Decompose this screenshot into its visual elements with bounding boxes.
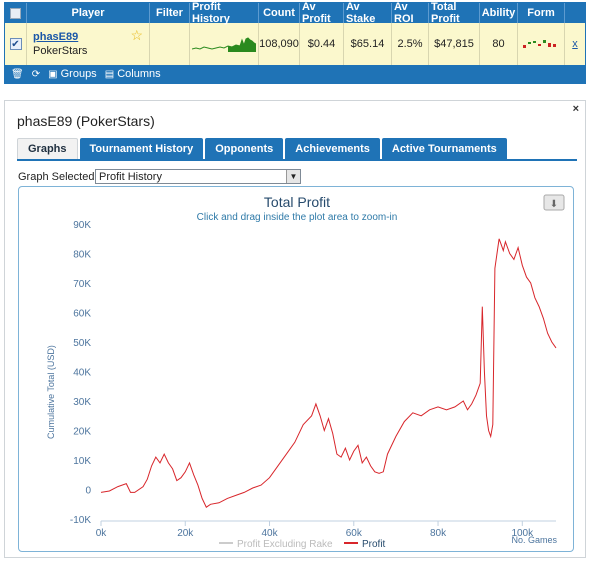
chart-container[interactable]: Total Profit Click and drag inside the p…: [18, 186, 574, 552]
close-icon[interactable]: ×: [572, 103, 579, 115]
x-tick-label: 20k: [177, 528, 194, 539]
player-network: PokerStars: [33, 45, 88, 57]
legend[interactable]: Profit Excluding Rake Profit: [219, 539, 386, 550]
x-tick-label: 0k: [96, 528, 108, 539]
col-form[interactable]: Form: [518, 3, 565, 23]
y-tick-label: 30K: [73, 397, 91, 408]
y-tick-label: 10K: [73, 456, 91, 467]
chart-title: Total Profit: [264, 194, 330, 210]
series-line-profit: [100, 238, 557, 508]
table-row: ✔ phasE89 PokerStars ☆ 108,090 $0.44 $65…: [5, 23, 585, 65]
y-tick-label: -10K: [70, 515, 91, 526]
player-name-link[interactable]: phasE89: [33, 31, 79, 43]
form-chart: [523, 40, 556, 48]
y-axis: -10K 0 10K 20K 30K 40K 50K 60K 70K 80K 90K: [70, 220, 92, 526]
tab-opponents[interactable]: Opponents: [205, 138, 284, 159]
cell-av-stake: $65.14: [344, 23, 392, 65]
col-ability[interactable]: Ability: [480, 3, 518, 23]
y-tick-label: 90K: [73, 220, 91, 231]
col-count[interactable]: Count: [259, 3, 300, 23]
tab-active-tournaments[interactable]: Active Tournaments: [381, 138, 507, 159]
cell-filter: [150, 23, 190, 65]
col-remove: [565, 3, 585, 23]
refresh-icon[interactable]: ⟳: [31, 68, 41, 80]
grid-toolbar: 🗑 ⟳ ▣ Groups ▤ Columns: [5, 65, 585, 83]
save-icon: ▣: [48, 69, 58, 80]
col-av-roi[interactable]: Av ROI: [392, 1, 429, 25]
groups-button[interactable]: ▣ Groups: [48, 68, 97, 80]
col-profit-history[interactable]: Profit History: [190, 1, 259, 25]
y-tick-label: 80K: [73, 250, 91, 261]
trash-icon[interactable]: 🗑: [11, 68, 24, 80]
columns-icon: ▤: [104, 69, 115, 80]
select-all-checkbox[interactable]: [5, 3, 27, 23]
y-tick-label: 50K: [73, 338, 91, 349]
legend-item-profit[interactable]: Profit: [362, 539, 386, 550]
x-tick-label: 100k: [511, 528, 534, 539]
col-player[interactable]: Player: [27, 3, 150, 23]
legend-item-profit-excluding-rake[interactable]: Profit Excluding Rake: [237, 539, 333, 550]
graph-select-label: Graph Selected:: [18, 171, 98, 183]
grid-header: Player Filter Profit History Count Av Pr…: [5, 1, 585, 25]
y-axis-label: Cumulative Total (USD): [46, 345, 56, 439]
tab-achievements[interactable]: Achievements: [285, 138, 380, 159]
graph-select-value: Profit History: [99, 170, 162, 183]
cell-form: [518, 23, 565, 65]
remove-row-link[interactable]: x: [572, 38, 578, 50]
series-layer: [100, 238, 557, 508]
cell-av-roi: 2.5%: [392, 23, 429, 65]
chart-subtitle: Click and drag inside the plot area to z…: [197, 212, 398, 223]
profit-chart[interactable]: Total Profit Click and drag inside the p…: [19, 187, 575, 553]
col-av-profit[interactable]: Av Profit: [300, 1, 344, 25]
graph-select-dropdown[interactable]: Profit History ▼: [95, 169, 301, 184]
sparkline: [192, 37, 256, 52]
x-tick-label: 40k: [261, 528, 278, 539]
player-grid: Player Filter Profit History Count Av Pr…: [4, 1, 586, 84]
cell-profit-history: [190, 23, 259, 65]
y-tick-label: 0: [85, 486, 91, 497]
cell-ability: 80: [480, 23, 518, 65]
x-tick-label: 60k: [346, 528, 363, 539]
x-tick-label: 80k: [430, 528, 447, 539]
cell-count: 108,090: [259, 23, 300, 65]
col-av-stake[interactable]: Av Stake: [344, 1, 392, 25]
panel-title: phasE89 (PokerStars): [17, 113, 155, 129]
columns-button[interactable]: ▤ Columns: [104, 68, 161, 80]
y-tick-label: 70K: [73, 279, 91, 290]
row-checkbox[interactable]: ✔: [9, 38, 22, 50]
col-total-profit[interactable]: Total Profit: [429, 1, 480, 25]
col-filter[interactable]: Filter: [150, 3, 190, 23]
y-tick-label: 40K: [73, 368, 91, 379]
y-tick-label: 20K: [73, 427, 91, 438]
tab-graphs[interactable]: Graphs: [17, 138, 78, 159]
x-axis: 0k 20k 40k 60k 80k 100k: [96, 520, 556, 539]
export-button[interactable]: ⬇: [543, 194, 565, 211]
tab-tournament-history[interactable]: Tournament History: [79, 138, 204, 159]
chevron-down-icon: ▼: [286, 170, 300, 183]
cell-total-profit: $47,815: [429, 23, 480, 65]
tab-bar: Graphs Tournament History Opponents Achi…: [17, 138, 507, 159]
download-icon: ⬇: [550, 199, 558, 210]
y-tick-label: 60K: [73, 309, 91, 320]
cell-av-profit: $0.44: [300, 23, 344, 65]
x-axis-label: No. Games: [511, 535, 557, 545]
player-detail-panel: × phasE89 (PokerStars) Graphs Tournament…: [4, 100, 586, 558]
tab-underline: [17, 159, 577, 161]
star-icon[interactable]: ☆: [130, 27, 143, 43]
